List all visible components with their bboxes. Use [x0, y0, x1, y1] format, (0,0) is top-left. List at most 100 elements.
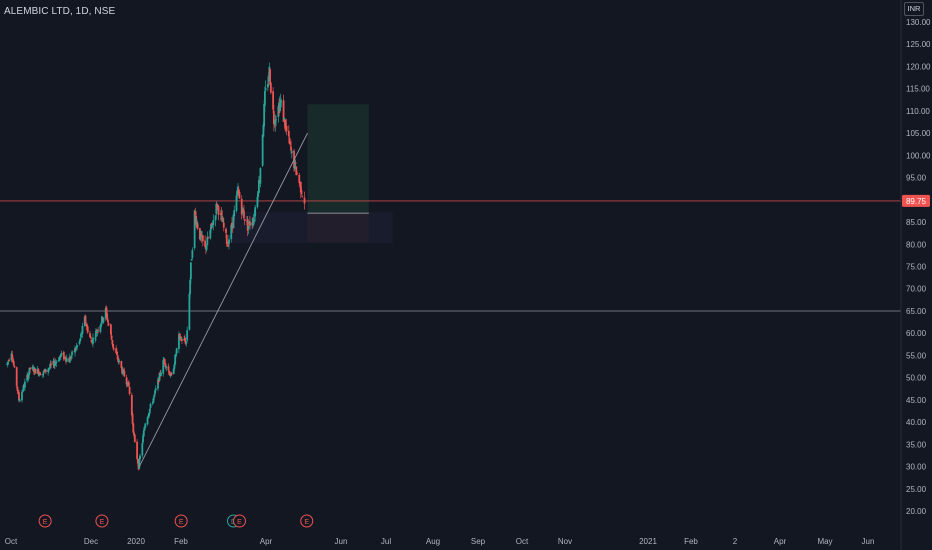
candle-body — [74, 348, 76, 353]
candle — [95, 328, 97, 341]
candle — [97, 327, 100, 334]
candle — [251, 217, 254, 230]
event-marker[interactable]: E — [95, 514, 109, 528]
candle-body — [235, 195, 238, 211]
candle-body — [125, 377, 128, 385]
candle-body — [153, 394, 156, 398]
candle-body — [209, 229, 212, 239]
candle — [222, 216, 224, 223]
candle — [190, 258, 193, 261]
candle — [133, 433, 136, 443]
horizontal-lines — [0, 200, 901, 312]
candle-body — [12, 359, 14, 362]
price-tick-label: 45.00 — [906, 396, 927, 405]
candle — [117, 356, 120, 365]
candle — [50, 360, 53, 369]
candle-body — [290, 146, 292, 151]
candle — [196, 221, 199, 231]
candle — [230, 223, 233, 243]
candle-body — [293, 160, 296, 169]
candle — [299, 181, 302, 199]
event-marker[interactable]: E — [232, 514, 246, 528]
candle-body — [151, 401, 154, 404]
candle-body — [285, 125, 288, 132]
candle-body — [68, 356, 71, 363]
candle — [263, 86, 266, 112]
candle-body — [70, 356, 73, 359]
candle-body — [8, 360, 11, 361]
candle — [257, 192, 260, 203]
candle-body — [149, 403, 152, 408]
candle — [127, 380, 130, 387]
candle-body — [136, 459, 139, 464]
candle — [175, 347, 178, 357]
candle-body — [168, 370, 171, 375]
time-tick-label: Aug — [426, 537, 440, 546]
candle — [247, 225, 250, 234]
candle-body — [58, 356, 61, 362]
candle-body — [13, 366, 16, 368]
price-tick-label: 60.00 — [906, 329, 927, 338]
candle-body — [144, 423, 147, 428]
event-marker[interactable]: E — [38, 514, 52, 528]
candle-body — [6, 363, 8, 365]
candle — [233, 205, 236, 221]
candle — [130, 392, 133, 418]
candle-body — [107, 323, 110, 326]
candle-body — [106, 313, 109, 321]
candle — [128, 386, 131, 396]
candle-body — [71, 351, 73, 356]
price-tick-label: 85.00 — [906, 218, 927, 227]
price-tick-label: 110.00 — [906, 107, 930, 116]
trendline-layer — [138, 132, 308, 467]
candle-body — [237, 189, 240, 194]
time-tick-label: Jul — [381, 537, 391, 546]
candle-body — [115, 351, 118, 355]
candle — [186, 326, 189, 343]
candle — [153, 393, 156, 401]
candle-body — [133, 434, 136, 443]
candle — [207, 235, 209, 240]
candle-body — [154, 390, 156, 395]
candle — [214, 214, 217, 227]
candle — [210, 222, 213, 230]
candle-body — [115, 348, 118, 354]
candle — [269, 81, 272, 95]
time-tick-label: 2 — [733, 537, 738, 546]
candle-body — [17, 391, 20, 393]
event-marker[interactable]: E — [300, 514, 314, 528]
currency-label[interactable]: INR — [904, 2, 924, 16]
candle-body — [127, 382, 130, 387]
candle — [238, 189, 241, 199]
candle — [22, 383, 25, 393]
candle — [259, 167, 262, 188]
candle-body — [232, 214, 235, 229]
candle — [58, 355, 61, 362]
candle-body — [179, 336, 182, 340]
candle-body — [18, 392, 20, 401]
price-tick-label: 35.00 — [906, 440, 927, 449]
candle-body — [49, 363, 52, 368]
candle-body — [231, 222, 233, 227]
candle — [55, 359, 58, 368]
position-zones — [231, 104, 393, 244]
event-marker-label: E — [100, 519, 105, 526]
candle-body — [146, 417, 149, 425]
time-tick-label: Feb — [174, 537, 188, 546]
candle-body — [299, 181, 302, 193]
candle — [178, 331, 180, 353]
event-marker-label: E — [43, 519, 48, 526]
candle-body — [247, 225, 250, 229]
candle-body — [42, 370, 45, 374]
candle-body — [174, 354, 177, 365]
candle — [86, 324, 89, 334]
candle-body — [225, 234, 228, 244]
event-marker[interactable]: E — [174, 514, 188, 528]
candle — [168, 370, 171, 376]
candle — [274, 114, 277, 132]
candle-body — [44, 369, 47, 372]
candle — [118, 358, 121, 365]
candle — [144, 422, 147, 429]
